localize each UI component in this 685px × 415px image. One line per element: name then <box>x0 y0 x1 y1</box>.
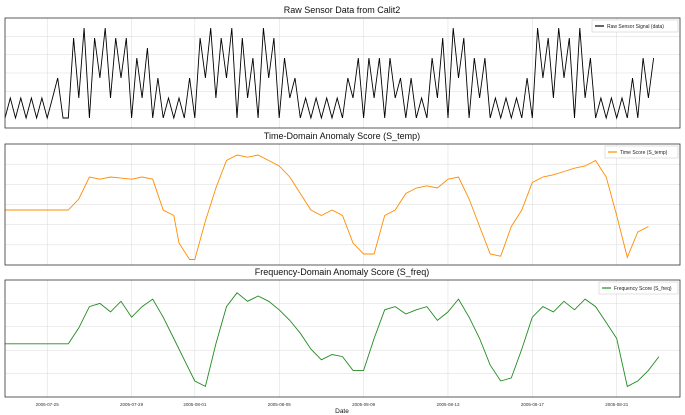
x-tick-labels: 2005-07-25 2005-07-29 2005-08-01 2005-08-05… <box>36 402 629 407</box>
panel-freq-frame <box>4 279 681 398</box>
x-tick-label-0: 2005-07-25 <box>36 402 60 407</box>
panel-temp-legend: Time Score (S_temp) <box>604 145 679 159</box>
panel-freq-series-line <box>5 292 660 388</box>
x-tick-label-6: 2005-08-17 <box>521 402 545 407</box>
panel-temp-frame <box>4 143 681 266</box>
x-tick-label-5: 2005-08-13 <box>436 402 460 407</box>
panel-freq: Frequency-Domain Anomaly Score (S_freq) … <box>4 267 681 415</box>
panel-temp-grid <box>5 144 680 265</box>
x-tick-label-3: 2005-08-05 <box>268 402 292 407</box>
panel-temp-title: Time-Domain Anomaly Score (S_temp) <box>264 131 420 141</box>
panel-freq-legend-box <box>598 281 679 295</box>
x-tick-label-4: 2005-08-09 <box>352 402 376 407</box>
panel-raw-series-line <box>4 27 655 120</box>
panel-freq-grid <box>5 280 680 397</box>
x-tick-label-7: 2005-08-21 <box>605 402 629 407</box>
panel-freq-legend: Frequency Score (S_freq) <box>598 281 679 295</box>
panel-temp-series-line <box>5 154 649 260</box>
panel-raw-frame <box>4 17 681 129</box>
x-tick-label-2: 2005-08-01 <box>183 402 207 407</box>
panel-temp-legend-label: Time Score (S_temp) <box>620 150 668 156</box>
panel-freq-title: Frequency-Domain Anomaly Score (S_freq) <box>255 267 430 277</box>
panel-temp-legend-box <box>604 145 679 159</box>
panel-temp: Time-Domain Anomaly Score (S_temp) Time … <box>4 131 681 266</box>
panel-raw-title: Raw Sensor Data from Calit2 <box>284 5 401 15</box>
panel-raw-legend-label: Raw Sensor Signal (data) <box>607 24 664 30</box>
panel-freq-legend-label: Frequency Score (S_freq) <box>614 286 672 292</box>
panel-raw-legend-box <box>591 19 679 33</box>
x-axis-label: Date <box>335 408 349 415</box>
panel-raw-legend: Raw Sensor Signal (data) <box>591 19 679 33</box>
panel-raw: Raw Sensor Data from Calit2 Raw Sensor S… <box>4 5 681 129</box>
x-tick-label-1: 2005-07-29 <box>120 402 144 407</box>
